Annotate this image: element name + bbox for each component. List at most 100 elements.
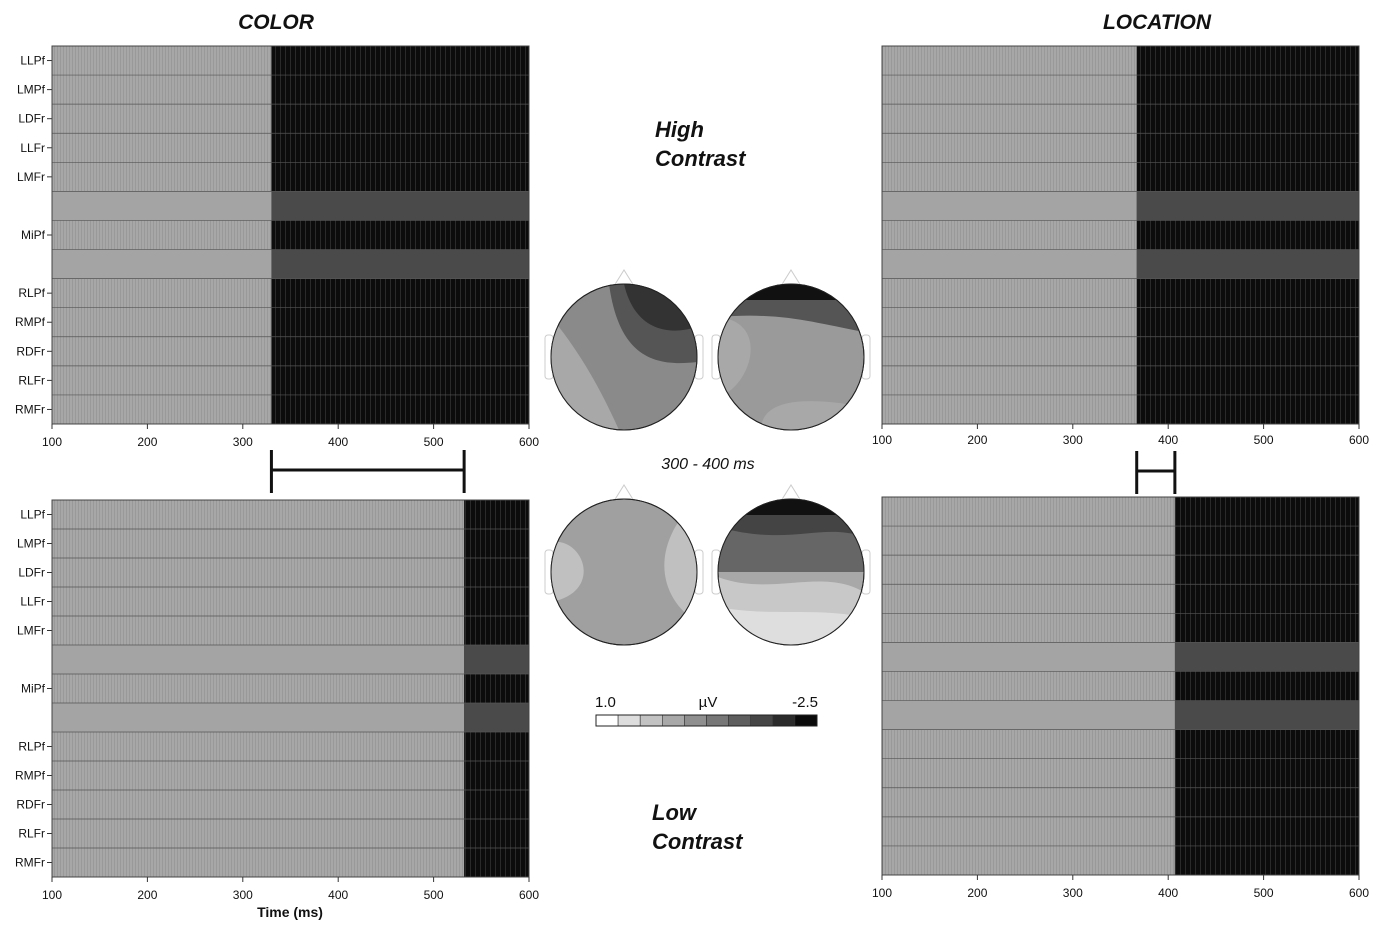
contour-light (718, 317, 751, 397)
colorbar-swatch (772, 714, 796, 727)
x-tick-label: 200 (137, 888, 157, 902)
heatmap-color-high: LLPf LMPf LDFr LLFr LMFr MiPf RLPf RMPf RDFr RLFr… (15, 45, 539, 449)
heatmap-frame (51, 499, 530, 878)
heatmap-frame (881, 45, 1360, 425)
x-tick-label: 200 (137, 435, 157, 449)
channel-label: LDFr (18, 112, 45, 126)
x-tick-label: 500 (424, 435, 444, 449)
heatmap-color-low: LLPf LMPf LDFr LLFr LMFr MiPf RLPf RMPf RDFr RLFr… (15, 499, 539, 902)
significant-region (1136, 46, 1359, 424)
scale-unit-label: µV (699, 694, 718, 711)
midline-row-post (1136, 249, 1359, 279)
scalp-outline (550, 283, 698, 431)
x-tick-label: 400 (1158, 886, 1178, 900)
contour-dark (718, 300, 864, 332)
midline-row-post (1136, 191, 1359, 221)
x-tick-label: 500 (424, 888, 444, 902)
scalp-outline (550, 498, 698, 646)
midline-row-post (271, 249, 529, 279)
x-tick-label: 600 (519, 888, 539, 902)
midline-row-post (464, 703, 529, 732)
topomap-color-high (544, 269, 704, 431)
channel-label: RLFr (18, 373, 45, 387)
colorbar-swatch (639, 714, 663, 727)
channel-label: RDFr (16, 798, 45, 812)
significant-region (464, 500, 529, 877)
channel-label: RLPf (18, 286, 45, 300)
x-tick-label: 500 (1254, 886, 1274, 900)
midline-row-pre (52, 249, 272, 279)
midline-row-pre (52, 645, 465, 674)
scalp-outline (717, 283, 865, 431)
colorbar-swatch (728, 714, 751, 727)
channel-label: MiPf (21, 682, 46, 696)
nose-outline (780, 484, 802, 502)
channel-label: LMFr (17, 170, 45, 184)
x-tick-label: 400 (328, 888, 348, 902)
channel-label: RMFr (15, 856, 45, 870)
channel-label: LMPf (17, 83, 46, 97)
channel-label: RMFr (15, 402, 45, 416)
x-tick-label: 400 (328, 435, 348, 449)
time-window-label: 300 - 400 ms (661, 456, 754, 473)
channel-label: RLFr (18, 827, 45, 841)
contour-light-left (551, 541, 584, 602)
x-tick-label: 100 (872, 433, 892, 447)
high-contrast-line1: High (655, 117, 704, 142)
channel-label: LLFr (20, 595, 45, 609)
latency-bars (269, 450, 1177, 494)
channel-label: LLPf (20, 508, 45, 522)
channel-label: MiPf (21, 228, 46, 242)
x-tick-label: 200 (967, 886, 987, 900)
colorbar-swatch (794, 714, 818, 727)
midline-row-pre (882, 642, 1175, 672)
x-tick-label: 600 (1349, 433, 1369, 447)
channel-label: RMPf (15, 315, 46, 329)
heatmap-location-low: 100 200 300 400 500 600 (872, 496, 1369, 900)
contour-darkest (718, 284, 864, 300)
channel-label: RMPf (15, 769, 46, 783)
channel-label: LLFr (20, 141, 45, 155)
midline-row-post (271, 191, 529, 221)
midline-row-pre (52, 703, 465, 732)
channel-label: LMFr (17, 624, 45, 638)
scale-min-label: 1.0 (595, 694, 616, 711)
colorbar-swatch (684, 714, 707, 727)
midline-row-pre (882, 700, 1175, 730)
nose-outline (780, 269, 802, 287)
x-tick-label: 300 (1063, 433, 1083, 447)
colorbar-frame (595, 714, 818, 727)
scale-max-label: -2.5 (792, 694, 818, 711)
heatmap-frame (881, 496, 1360, 876)
contour-darkest (718, 499, 864, 515)
heading-color: COLOR (238, 11, 315, 34)
midline-row-pre (882, 249, 1137, 279)
colorbar-swatch (706, 714, 729, 727)
midline-row-pre (882, 191, 1137, 221)
colorbar-swatch (595, 714, 619, 727)
heatmap-frame (51, 45, 530, 425)
x-tick-label: 100 (42, 888, 62, 902)
high-contrast-line2: Contrast (655, 146, 747, 171)
channel-label: LLPf (20, 54, 45, 68)
heading-location: LOCATION (1103, 11, 1212, 34)
topomap-color-low (544, 484, 704, 646)
significant-region (1174, 497, 1359, 875)
x-tick-label: 200 (967, 433, 987, 447)
channel-label: RDFr (16, 344, 45, 358)
midline-row-post (464, 645, 529, 674)
heatmap-location-high: 100 200 300 400 500 600 (872, 45, 1369, 447)
significant-region (271, 46, 529, 424)
colorbar (595, 714, 818, 727)
contour-light (551, 317, 619, 430)
scalp-outline (717, 498, 865, 646)
midline-row-pre (52, 191, 272, 221)
x-tick-label: 300 (233, 888, 253, 902)
x-tick-label: 300 (233, 435, 253, 449)
x-tick-label: 500 (1254, 433, 1274, 447)
x-tick-label: 300 (1063, 886, 1083, 900)
low-contrast-line1: Low (652, 800, 698, 825)
midline-row-post (1174, 700, 1359, 730)
heatmap-background (52, 500, 529, 877)
